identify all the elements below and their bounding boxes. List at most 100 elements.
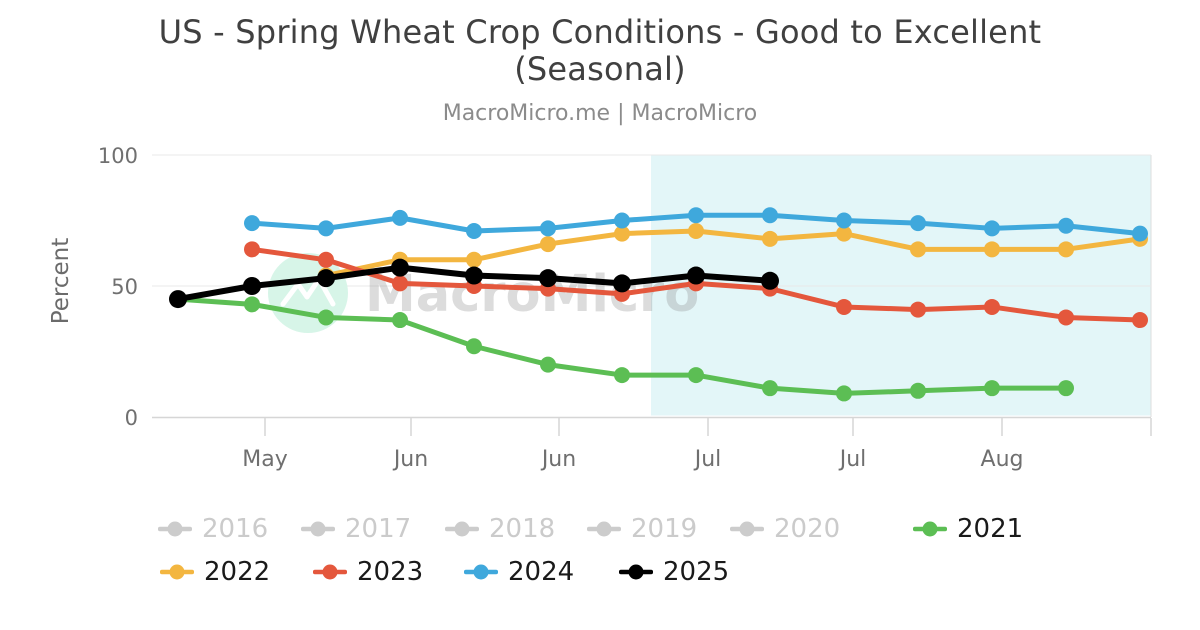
data-point-2024-w6[interactable] — [614, 212, 630, 229]
watermark-text: MacroMicro — [365, 265, 699, 324]
legend-item-2023[interactable]: 2023 — [313, 556, 423, 588]
legend-item-2019[interactable]: 2019 — [587, 513, 697, 545]
mountain-m-icon — [280, 276, 336, 307]
x-tick-label-0: May — [242, 447, 287, 472]
data-point-2024-w3[interactable] — [392, 209, 408, 226]
data-point-2021-w12[interactable] — [1058, 380, 1074, 397]
data-point-2022-w10[interactable] — [910, 241, 926, 258]
y-axis-title: Percent — [48, 238, 74, 325]
data-point-2021-w11[interactable] — [984, 380, 1000, 397]
legend-label-2022: 2022 — [204, 557, 271, 587]
legend-item-2024[interactable]: 2024 — [464, 556, 574, 588]
legend-label-2024: 2024 — [508, 557, 575, 587]
legend-item-2016[interactable]: 2016 — [158, 513, 268, 545]
legend-label-2018: 2018 — [489, 514, 556, 544]
legend-label-2025: 2025 — [663, 557, 730, 587]
legend-marker-icon-2022 — [160, 564, 194, 580]
data-point-2024-w9[interactable] — [836, 212, 852, 229]
data-point-2023-w9[interactable] — [836, 298, 852, 315]
data-point-2024-w8[interactable] — [762, 207, 778, 224]
data-point-2024-w1[interactable] — [244, 215, 260, 232]
data-point-2021-w9[interactable] — [836, 385, 852, 402]
data-point-2023-w1[interactable] — [244, 241, 260, 258]
data-point-2022-w11[interactable] — [984, 241, 1000, 258]
legend-marker-icon-2020 — [730, 521, 764, 537]
legend-item-2020[interactable]: 2020 — [730, 513, 840, 545]
legend-marker-icon-2017 — [301, 521, 335, 537]
data-point-2022-w8[interactable] — [762, 230, 778, 247]
legend-label-2021: 2021 — [957, 514, 1024, 544]
data-point-2023-w10[interactable] — [910, 301, 926, 318]
data-point-2021-w5[interactable] — [540, 356, 556, 373]
chart-title-line1: US - Spring Wheat Crop Conditions - Good… — [158, 13, 1042, 51]
chart-title-line2: (Seasonal) — [514, 50, 686, 88]
data-point-2021-w3[interactable] — [392, 312, 408, 329]
data-point-2021-w4[interactable] — [466, 338, 482, 355]
y-tick-label-0: 0 — [125, 406, 138, 430]
data-point-2023-w3[interactable] — [392, 275, 408, 292]
x-tick-label-5: Aug — [981, 447, 1024, 472]
data-point-2025-w6[interactable] — [613, 274, 631, 293]
data-point-2025-w0[interactable] — [169, 290, 187, 309]
x-tick-label-3: Jul — [693, 447, 722, 472]
data-point-2024-w7[interactable] — [688, 207, 704, 224]
legend-item-2025[interactable]: 2025 — [619, 556, 729, 588]
data-point-2022-w12[interactable] — [1058, 241, 1074, 258]
legend-marker-icon-2024 — [464, 564, 498, 580]
legend-marker-icon-2016 — [158, 521, 192, 537]
data-point-2024-w13[interactable] — [1132, 225, 1148, 242]
data-point-2021-w1[interactable] — [244, 296, 260, 313]
data-point-2025-w1[interactable] — [243, 277, 261, 295]
data-point-2021-w6[interactable] — [614, 367, 630, 384]
data-point-2025-w2[interactable] — [317, 269, 335, 288]
legend-label-2023: 2023 — [357, 557, 424, 587]
legend-marker-icon-2023 — [313, 564, 347, 580]
legend-label-2019: 2019 — [631, 514, 698, 544]
data-point-2021-w10[interactable] — [910, 382, 926, 399]
legend-item-2018[interactable]: 2018 — [445, 513, 555, 545]
legend-marker-icon-2025 — [619, 564, 653, 580]
data-point-2025-w8[interactable] — [761, 271, 779, 290]
y-tick-label-50: 50 — [111, 275, 138, 299]
data-point-2022-w9[interactable] — [836, 225, 852, 242]
data-point-2024-w12[interactable] — [1058, 217, 1074, 234]
data-point-2024-w4[interactable] — [466, 222, 482, 239]
legend-marker-icon-2018 — [445, 521, 479, 537]
x-tick-label-1: Jun — [392, 447, 428, 472]
data-point-2024-w5[interactable] — [540, 220, 556, 237]
y-tick-label-100: 100 — [98, 144, 138, 168]
series-line-2022 — [323, 228, 1143, 279]
data-point-2022-w6[interactable] — [614, 225, 630, 242]
data-point-2023-w13[interactable] — [1132, 312, 1148, 329]
legend-item-2021[interactable]: 2021 — [913, 513, 1023, 545]
data-point-2025-w4[interactable] — [465, 266, 483, 285]
legend-item-2017[interactable]: 2017 — [301, 513, 411, 545]
data-point-2022-w4[interactable] — [466, 251, 482, 268]
legend-marker-icon-2019 — [587, 521, 621, 537]
data-point-2024-w10[interactable] — [910, 215, 926, 232]
chart-title: US - Spring Wheat Crop Conditions - Good… — [0, 14, 1200, 88]
data-point-2023-w11[interactable] — [984, 298, 1000, 315]
x-tick-label-2: Jun — [540, 447, 576, 472]
x-tick-label-4: Jul — [838, 447, 867, 472]
data-point-2023-w2[interactable] — [318, 251, 334, 268]
data-point-2022-w5[interactable] — [540, 236, 556, 253]
data-point-2024-w2[interactable] — [318, 220, 334, 237]
legend-item-2022[interactable]: 2022 — [160, 556, 270, 588]
data-point-2023-w12[interactable] — [1058, 309, 1074, 326]
data-point-2024-w11[interactable] — [984, 220, 1000, 237]
legend-label-2017: 2017 — [345, 514, 412, 544]
data-point-2025-w7[interactable] — [687, 266, 705, 285]
legend-label-2020: 2020 — [774, 514, 841, 544]
data-point-2025-w5[interactable] — [539, 269, 557, 288]
legend-label-2016: 2016 — [202, 514, 269, 544]
data-point-2021-w2[interactable] — [318, 309, 334, 326]
legend-marker-icon-2021 — [913, 521, 947, 537]
data-point-2022-w7[interactable] — [688, 222, 704, 239]
data-point-2021-w8[interactable] — [762, 380, 778, 397]
data-point-2021-w7[interactable] — [688, 367, 704, 384]
chart-subtitle: MacroMicro.me | MacroMicro — [442, 101, 758, 126]
data-point-2025-w3[interactable] — [391, 258, 409, 277]
